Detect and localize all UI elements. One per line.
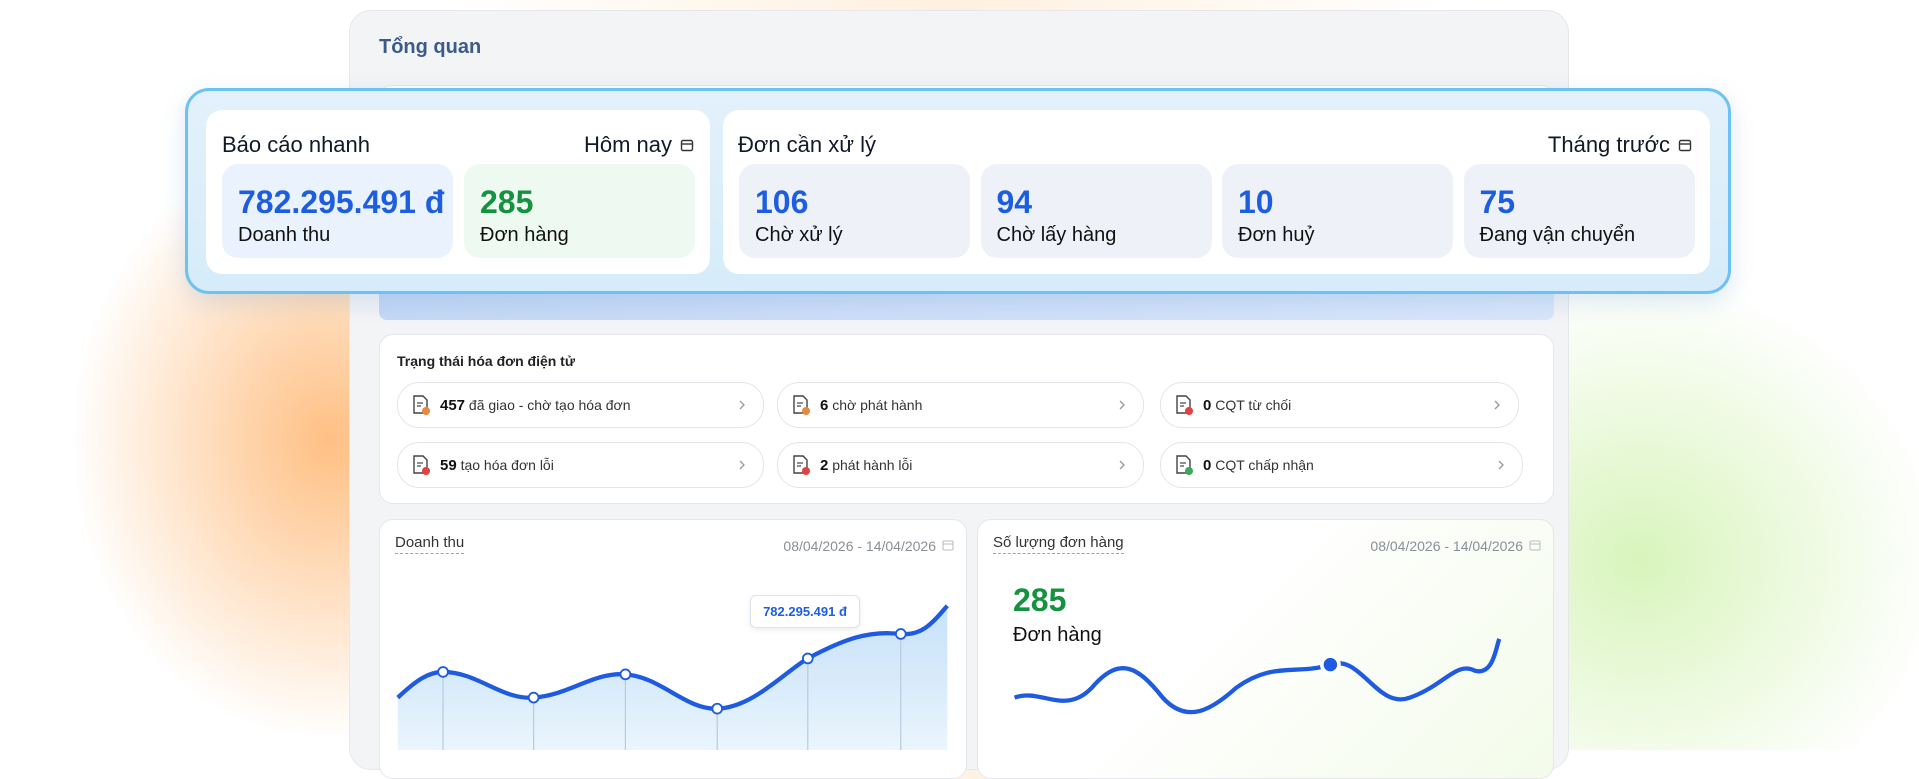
invoice-text: 59 tạo hóa đơn lỗi <box>440 457 554 474</box>
stat-value: 285 <box>480 184 534 220</box>
invoice-text: 2 phát hành lỗi <box>820 457 912 474</box>
invoice-count: 0 <box>1203 457 1212 474</box>
chart-lines <box>396 604 1502 750</box>
invoice-text: 457 đã giao - chờ tạo hóa đơn <box>440 397 631 414</box>
invoice-icon <box>1173 454 1195 479</box>
doc-icon <box>1176 395 1193 415</box>
calendar-icon <box>680 139 694 152</box>
invoice-label: đã giao - chờ tạo hóa đơn <box>468 397 631 413</box>
stat-value: 75 <box>1479 184 1516 220</box>
card-title: Báo cáo nhanh <box>222 132 371 157</box>
period-select[interactable]: Hôm nay <box>583 132 672 157</box>
doc-icon <box>793 395 810 415</box>
invoice-item[interactable]: 2 phát hành lỗi <box>777 442 1144 488</box>
invoice-label: chờ phát hành <box>832 397 923 413</box>
chevron <box>1117 455 1127 479</box>
chevron-icon <box>1494 400 1500 410</box>
invoice-text: 0 CQT từ chối <box>1203 397 1291 414</box>
chart-title: Doanh thu <box>395 534 465 554</box>
drop-lines <box>442 633 902 750</box>
revenue-area <box>397 605 948 750</box>
invoice-label: tạo hóa đơn lỗi <box>460 457 554 473</box>
stat-value: 782.295.491 đ <box>238 184 445 220</box>
stat-label: Đơn hàng <box>480 224 569 246</box>
stat-box[interactable]: 75 Đang vận chuyển <box>1463 164 1695 258</box>
invoice-item[interactable]: 6 chờ phát hành <box>777 382 1144 428</box>
stat-box[interactable]: 106 Chờ xử lý <box>739 164 970 258</box>
invoice-icon <box>790 454 812 479</box>
stat-box: 285 Đơn hàng <box>464 164 695 258</box>
stat-value: 106 <box>755 184 809 220</box>
doc-icon <box>793 455 810 475</box>
chevron-icon <box>1498 460 1504 470</box>
calendar-icon <box>1529 540 1541 551</box>
calendar-icon <box>1678 139 1692 152</box>
orders-chart-card: Số lượng đơn hàng 08/04/2026 - 14/04/202… <box>977 519 1554 779</box>
doc-icon <box>413 455 430 475</box>
chevron <box>1496 455 1506 479</box>
invoice-label: CQT chấp nhận <box>1215 457 1314 473</box>
invoice-text: 6 chờ phát hành <box>820 397 922 414</box>
quick-report-card: Báo cáo nhanh Hôm nay 782.295.491 đ Doan… <box>206 110 710 274</box>
stat-label: Doanh thu <box>238 224 331 246</box>
invoice-item[interactable]: 457 đã giao - chờ tạo hóa đơn <box>397 382 764 428</box>
date-range[interactable]: 08/04/2026 - 14/04/2026 <box>1370 538 1523 554</box>
chevron-icon <box>739 400 745 410</box>
invoice-title: Trạng thái hóa đơn điện tử <box>397 353 575 369</box>
invoice-count: 2 <box>820 457 829 474</box>
invoice-count: 457 <box>440 397 466 414</box>
invoice-count: 0 <box>1203 397 1212 414</box>
chevron <box>737 455 747 479</box>
chevron <box>1492 395 1502 419</box>
chart-title: Số lượng đơn hàng <box>993 534 1124 554</box>
invoice-item[interactable]: 59 tạo hóa đơn lỗi <box>397 442 764 488</box>
calendar-icon <box>942 540 954 551</box>
orders-label: Đơn hàng <box>1013 624 1102 646</box>
revenue-line <box>396 604 949 711</box>
orders-value: 285 <box>1013 582 1067 618</box>
date-range[interactable]: 08/04/2026 - 14/04/2026 <box>783 538 936 554</box>
chevron-icon <box>1119 460 1125 470</box>
stat-value: 10 <box>1238 184 1274 220</box>
chevron-icon <box>1119 400 1125 410</box>
doc-icon <box>1176 455 1193 475</box>
invoice-icon <box>790 394 812 419</box>
invoice-label: phát hành lỗi <box>832 457 913 473</box>
stat-label: Chờ xử lý <box>755 224 843 246</box>
tooltip: 782.295.491 đ <box>750 595 860 628</box>
stat-label: Chờ lấy hàng <box>996 224 1117 246</box>
points <box>437 628 907 715</box>
invoice-item[interactable]: 0 CQT chấp nhận <box>1160 442 1523 488</box>
stat-box[interactable]: 94 Chờ lấy hàng <box>980 164 1212 258</box>
orders-line <box>1013 638 1502 715</box>
invoice-count: 6 <box>820 397 829 414</box>
invoice-label: CQT từ chối <box>1215 397 1292 413</box>
chevron <box>1117 395 1127 419</box>
stat-label: Đơn huỷ <box>1238 224 1315 246</box>
stat-box: 782.295.491 đ Doanh thu <box>222 164 453 258</box>
stat-label: Đang vận chuyển <box>1479 224 1636 246</box>
invoice-item[interactable]: 0 CQT từ chối <box>1160 382 1519 428</box>
doc-icon <box>413 395 430 415</box>
pending-orders-card: Đơn cần xử lý Tháng trước 106 Chờ xử lý 94… <box>723 110 1710 274</box>
period-select[interactable]: Tháng trước <box>1547 132 1670 157</box>
orders-point <box>1319 654 1341 675</box>
invoice-text: 0 CQT chấp nhận <box>1203 457 1314 474</box>
invoice-count: 59 <box>440 457 457 474</box>
invoice-icon <box>410 454 432 479</box>
invoice-icon <box>410 394 432 419</box>
card-title: Đơn cần xử lý <box>738 132 876 157</box>
invoice-icon <box>1173 394 1195 419</box>
chevron-icon <box>739 460 745 470</box>
chevron <box>737 395 747 419</box>
stat-box[interactable]: 10 Đơn huỷ <box>1222 164 1453 258</box>
page-title: Tổng quan <box>379 36 482 58</box>
stat-value: 94 <box>996 184 1033 220</box>
